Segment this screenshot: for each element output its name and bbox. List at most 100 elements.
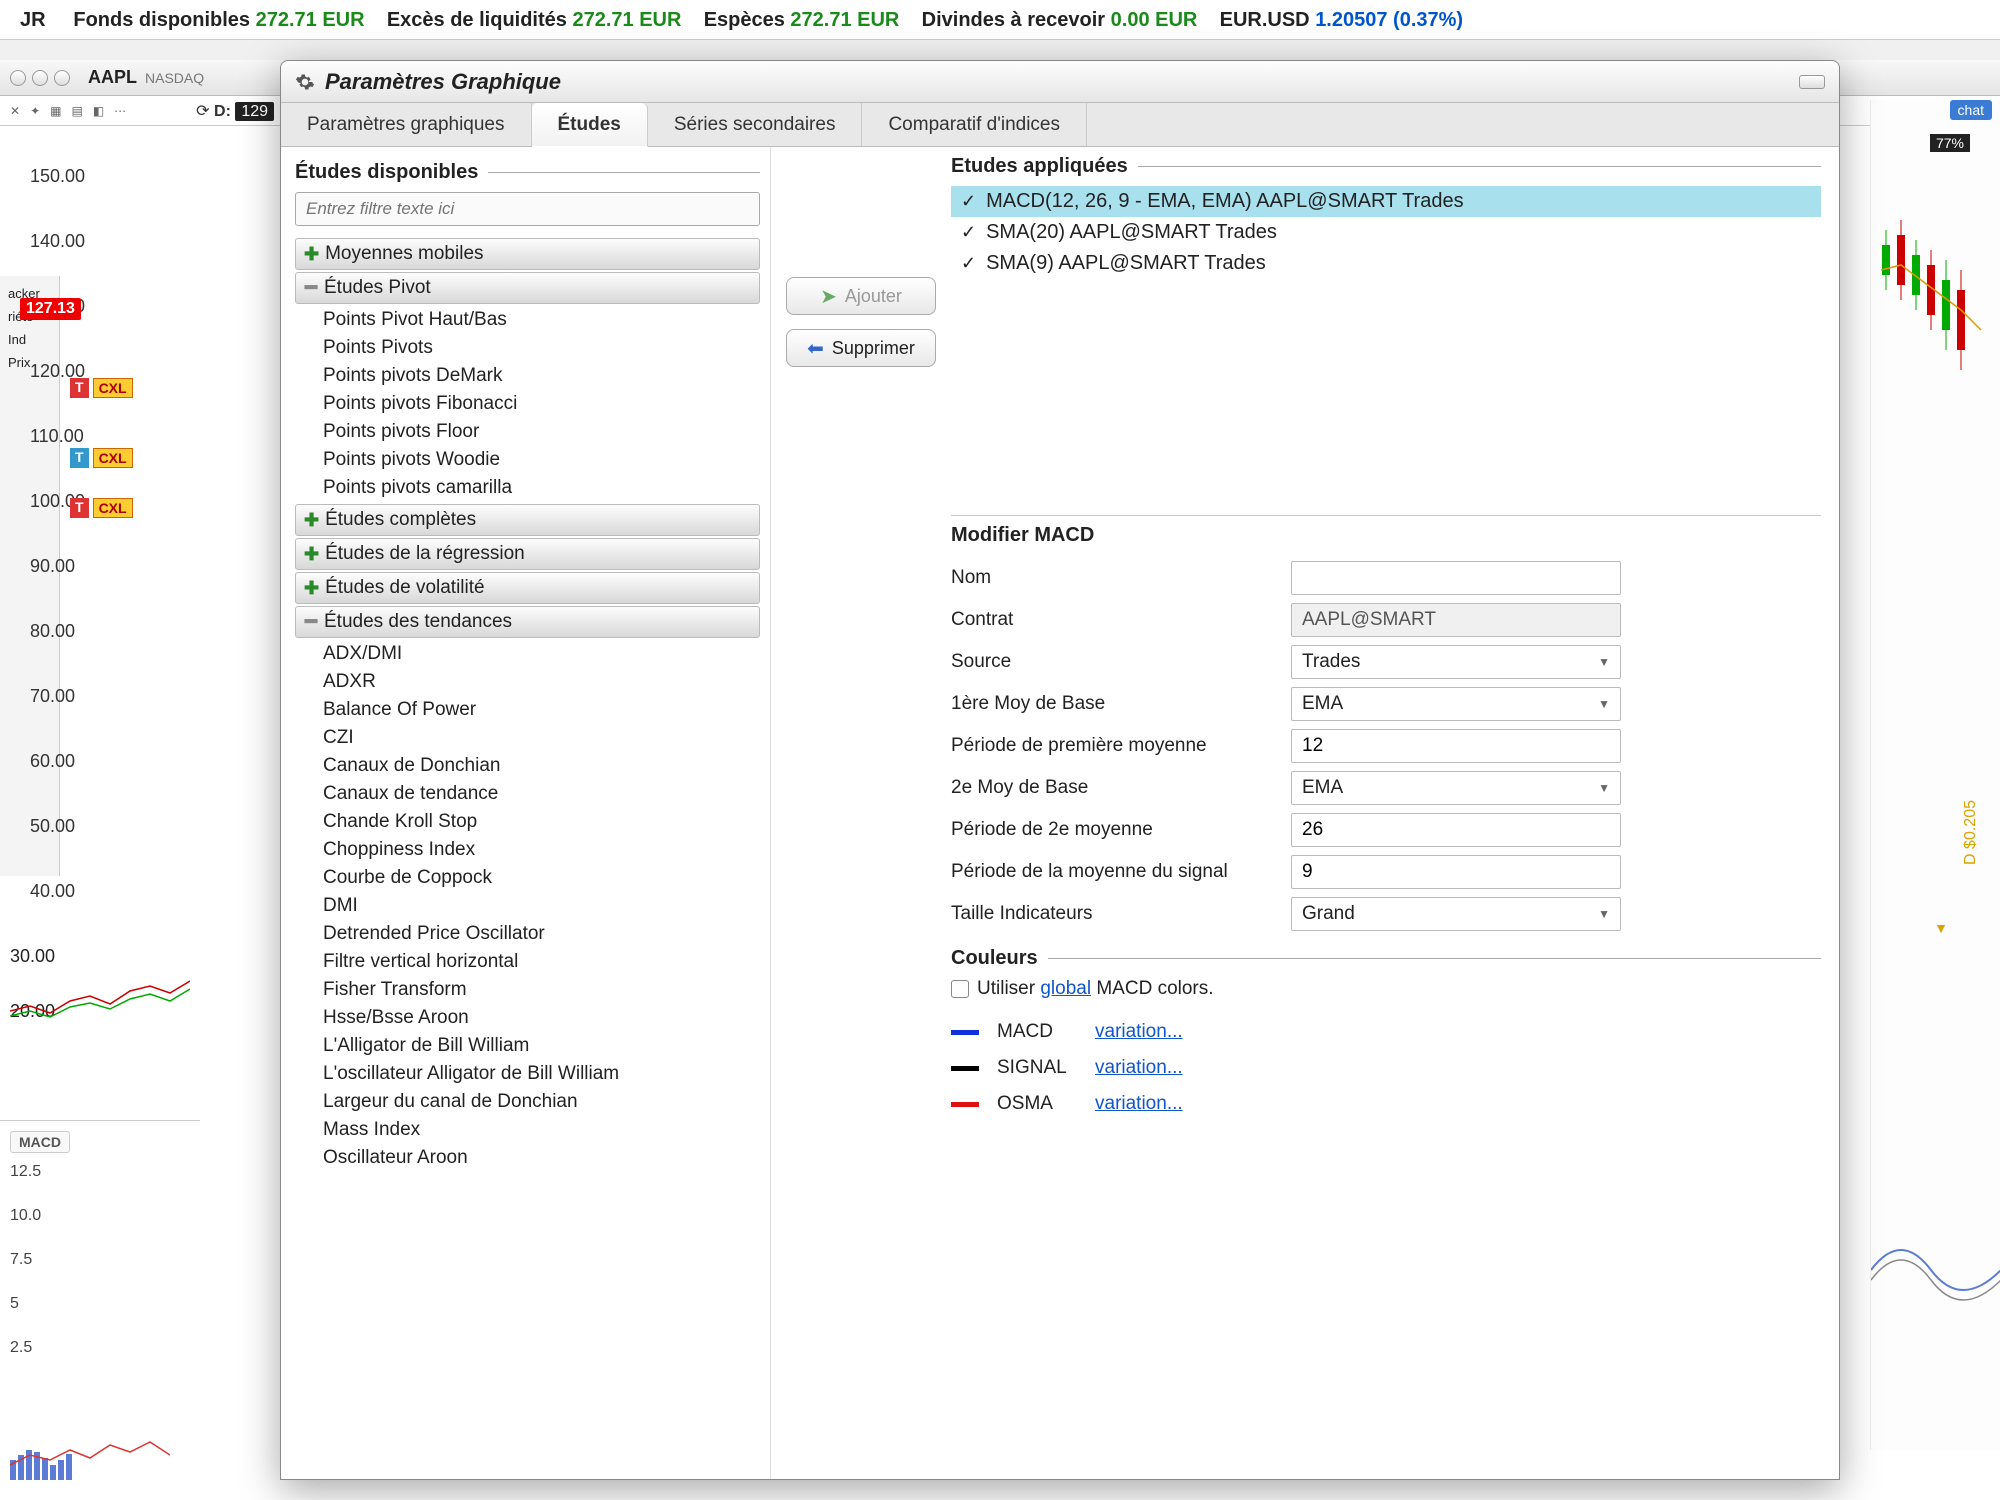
axis-tick: 80.00 — [30, 621, 130, 686]
axis-tick: 90.00 — [30, 556, 130, 621]
window-traffic-lights[interactable] — [10, 70, 70, 86]
expand-icon: ✚ — [304, 238, 319, 270]
applied-study-item[interactable]: ✓MACD(12, 26, 9 - EMA, EMA) AAPL@SMART T… — [951, 186, 1821, 217]
axis-tick: 140.00 — [30, 231, 130, 296]
check-icon: ✓ — [961, 253, 976, 274]
order-tag[interactable]: TCXL — [70, 448, 133, 468]
order-tag[interactable]: TCXL — [70, 378, 133, 398]
study-category[interactable]: ━Études des tendances — [295, 606, 760, 638]
chat-badge[interactable]: chat — [1950, 100, 1992, 120]
form-row: ContratAAPL@SMART — [951, 599, 1821, 641]
tab-1[interactable]: Études — [532, 103, 648, 147]
study-item[interactable]: Filtre vertical horizontal — [295, 948, 760, 976]
arrow-left-icon: ⬅ — [807, 336, 824, 361]
study-item[interactable]: Points pivots Floor — [295, 418, 760, 446]
study-item[interactable]: Courbe de Coppock — [295, 864, 760, 892]
study-item[interactable]: Points Pivot Haut/Bas — [295, 306, 760, 334]
field-input[interactable] — [1291, 729, 1621, 763]
study-item[interactable]: Largeur du canal de Donchian — [295, 1088, 760, 1116]
checkbox[interactable] — [951, 980, 969, 998]
right-chart-strip: chat 77% D $0.205 ▼ — [1870, 100, 2000, 1450]
study-item[interactable]: Oscillateur Aroon — [295, 1144, 760, 1172]
applied-study-label: SMA(9) AAPL@SMART Trades — [986, 252, 1266, 275]
tab-0[interactable]: Paramètres graphiques — [281, 103, 532, 146]
use-global-colors[interactable]: Utiliser global MACD colors. — [951, 978, 1821, 1000]
field-input[interactable] — [1291, 813, 1621, 847]
window-buttons[interactable] — [1799, 75, 1825, 89]
dialog-titlebar[interactable]: Paramètres Graphique — [281, 61, 1839, 103]
study-category[interactable]: ━Études Pivot — [295, 272, 760, 304]
dialog-tabs: Paramètres graphiquesÉtudesSéries second… — [281, 103, 1839, 147]
applied-study-item[interactable]: ✓ SMA(9) AAPL@SMART Trades — [951, 248, 1821, 279]
colors-title: Couleurs — [951, 947, 1821, 970]
applied-list[interactable]: ✓MACD(12, 26, 9 - EMA, EMA) AAPL@SMART T… — [951, 186, 1821, 516]
color-swatch[interactable] — [951, 1030, 979, 1035]
study-item[interactable]: Points pivots Woodie — [295, 446, 760, 474]
order-tag[interactable]: TCXL — [70, 498, 133, 518]
gear-icon — [295, 72, 315, 92]
study-item[interactable]: CZI — [295, 724, 760, 752]
color-row: OSMAvariation... — [951, 1086, 1821, 1122]
field-select[interactable]: Grand▼ — [1291, 897, 1621, 931]
study-item[interactable]: ADXR — [295, 668, 760, 696]
global-link[interactable]: global — [1040, 978, 1091, 999]
add-study-button[interactable]: ➤ Ajouter — [786, 277, 936, 315]
study-item[interactable]: L'oscillateur Alligator de Bill William — [295, 1060, 760, 1088]
form-row: Taille IndicateursGrand▼ — [951, 893, 1821, 935]
tab-2[interactable]: Séries secondaires — [648, 103, 863, 146]
axis-tick: 60.00 — [30, 751, 130, 816]
study-category[interactable]: ✚Études de volatilité — [295, 572, 760, 604]
study-item[interactable]: Points Pivots — [295, 334, 760, 362]
ticker-value: 272.71 EUR — [572, 9, 681, 31]
variation-link[interactable]: variation... — [1095, 1021, 1183, 1043]
study-item[interactable]: Points pivots camarilla — [295, 474, 760, 502]
study-item[interactable]: Choppiness Index — [295, 836, 760, 864]
study-category[interactable]: ✚Études de la régression — [295, 538, 760, 570]
check-icon: ✓ — [961, 191, 976, 212]
study-item[interactable]: Chande Kroll Stop — [295, 808, 760, 836]
study-item[interactable]: DMI — [295, 892, 760, 920]
study-item[interactable]: Points pivots DeMark — [295, 362, 760, 390]
applied-study-label: SMA(20) AAPL@SMART Trades — [986, 221, 1277, 244]
category-label: Moyennes mobiles — [325, 238, 483, 270]
field-select[interactable]: EMA▼ — [1291, 771, 1621, 805]
study-item[interactable]: Detrended Price Oscillator — [295, 920, 760, 948]
variation-link[interactable]: variation... — [1095, 1093, 1183, 1115]
tab-3[interactable]: Comparatif d'indices — [862, 103, 1087, 146]
d-indicator: D $0.205 — [1962, 800, 1980, 865]
study-item[interactable]: ADX/DMI — [295, 640, 760, 668]
field-select[interactable]: Trades▼ — [1291, 645, 1621, 679]
modify-study-panel: Modifier MACD NomContratAAPL@SMARTSource… — [951, 516, 1821, 1122]
remove-study-button[interactable]: ⬅ Supprimer — [786, 329, 936, 367]
axis-tick: 70.00 — [30, 686, 130, 751]
color-swatch[interactable] — [951, 1102, 979, 1107]
ticker-prefix: JR — [20, 9, 46, 31]
field-input[interactable] — [1291, 561, 1621, 595]
study-item[interactable]: Fisher Transform — [295, 976, 760, 1004]
axis-tick: 10.0 — [10, 1207, 190, 1251]
check-icon: ✓ — [961, 222, 976, 243]
study-list[interactable]: ✚Moyennes mobiles━Études PivotPoints Piv… — [295, 236, 760, 1469]
applied-study-item[interactable]: ✓ SMA(20) AAPL@SMART Trades — [951, 217, 1821, 248]
study-item[interactable]: Hsse/Bsse Aroon — [295, 1004, 760, 1032]
study-item[interactable]: Mass Index — [295, 1116, 760, 1144]
applied-studies-panel: Etudes appliquées ✓MACD(12, 26, 9 - EMA,… — [951, 147, 1839, 1479]
study-filter-input[interactable] — [295, 192, 760, 226]
available-studies-panel: Études disponibles ✚Moyennes mobiles━Étu… — [281, 147, 771, 1479]
study-item[interactable]: Points pivots Fibonacci — [295, 390, 760, 418]
field-input[interactable] — [1291, 855, 1621, 889]
study-category[interactable]: ✚Moyennes mobiles — [295, 238, 760, 270]
study-item[interactable]: Canaux de tendance — [295, 780, 760, 808]
field-label: Source — [951, 651, 1291, 673]
study-category[interactable]: ✚Études complètes — [295, 504, 760, 536]
study-item[interactable]: L'Alligator de Bill William — [295, 1032, 760, 1060]
color-swatch[interactable] — [951, 1066, 979, 1071]
form-row: Période de 2e moyenne — [951, 809, 1821, 851]
variation-link[interactable]: variation... — [1095, 1057, 1183, 1079]
color-name: MACD — [997, 1021, 1077, 1043]
study-item[interactable]: Balance Of Power — [295, 696, 760, 724]
chart-exchange: NASDAQ — [145, 70, 204, 86]
study-item[interactable]: Canaux de Donchian — [295, 752, 760, 780]
field-label: Contrat — [951, 609, 1291, 631]
field-select[interactable]: EMA▼ — [1291, 687, 1621, 721]
